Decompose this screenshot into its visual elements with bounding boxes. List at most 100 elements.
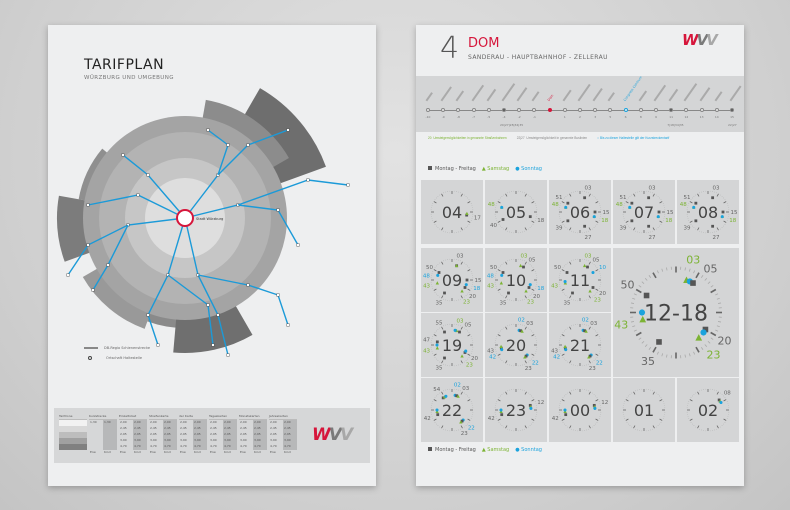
- stop[interactable]: [578, 108, 582, 112]
- departure-minute-label: 48: [487, 274, 494, 280]
- stop[interactable]: [623, 108, 628, 112]
- stop-marker[interactable]: [216, 313, 220, 317]
- current-stop[interactable]: [547, 108, 552, 112]
- dial-dot: [531, 395, 532, 397]
- stop-marker[interactable]: [276, 293, 280, 297]
- stop-marker[interactable]: [91, 288, 95, 292]
- stop-marker[interactable]: [136, 193, 140, 197]
- stop-marker[interactable]: [346, 183, 350, 187]
- stop[interactable]: [502, 108, 506, 112]
- stop[interactable]: [532, 108, 537, 112]
- dial-dot: [565, 360, 567, 361]
- dial-dot: [586, 231, 587, 233]
- dial-dot: [498, 422, 500, 423]
- stop-marker[interactable]: [246, 143, 250, 147]
- stop[interactable]: [608, 108, 613, 112]
- stop[interactable]: [486, 108, 491, 112]
- dial-dot: [443, 428, 444, 430]
- dial-dot: [562, 224, 564, 225]
- stop[interactable]: [684, 108, 689, 112]
- stop[interactable]: [562, 108, 567, 112]
- dial-dot: [520, 389, 521, 390]
- dial-dot: [536, 405, 537, 406]
- stop-marker[interactable]: [286, 128, 290, 132]
- dial-dot: [657, 227, 659, 228]
- stop-marker[interactable]: [146, 313, 150, 317]
- dial-dot: [447, 259, 448, 260]
- stop-marker[interactable]: [206, 128, 210, 132]
- transfer-lines: 22|27: [728, 123, 737, 127]
- dial-dot: [449, 430, 451, 432]
- dial-tick: [638, 337, 642, 340]
- dial-dot: [687, 205, 689, 206]
- dial-dot: [595, 330, 596, 332]
- dial-dot: [524, 390, 525, 392]
- dial-tick: [441, 261, 444, 265]
- dial-tick: [569, 261, 572, 265]
- dial-dot: [536, 281, 538, 283]
- stop[interactable]: [714, 108, 719, 112]
- stop-marker[interactable]: [226, 353, 230, 357]
- dial-dot: [600, 340, 601, 341]
- stop-marker[interactable]: [226, 143, 230, 147]
- dial-dot: [431, 218, 433, 219]
- dial-dot: [599, 416, 601, 417]
- dial-tick: [689, 418, 693, 421]
- dial-dot: [532, 422, 534, 423]
- stop-marker[interactable]: [211, 343, 215, 347]
- dial-dot: [559, 403, 561, 404]
- legend-stop: Ortschaft Haltestelle: [88, 356, 142, 360]
- stop[interactable]: [699, 108, 704, 112]
- dial-dot: [432, 353, 434, 354]
- dial-dot: [575, 365, 576, 366]
- dial-dot: [584, 232, 585, 233]
- stop-marker[interactable]: [296, 243, 300, 247]
- dial-dot: [465, 425, 467, 426]
- dial-dot: [635, 192, 636, 194]
- dial-tick: [467, 288, 471, 291]
- stop-number: -9: [441, 115, 445, 119]
- stop-marker[interactable]: [146, 173, 150, 177]
- dial-tick: [497, 418, 501, 421]
- stop[interactable]: [654, 108, 658, 112]
- stop[interactable]: [426, 108, 430, 112]
- stop[interactable]: [471, 108, 476, 112]
- dial-dot: [588, 363, 589, 365]
- stop-marker[interactable]: [86, 243, 90, 247]
- stop-marker[interactable]: [286, 323, 290, 327]
- stop-marker[interactable]: [106, 263, 110, 267]
- stop[interactable]: [517, 108, 522, 112]
- stop[interactable]: [638, 108, 643, 112]
- dial-dot: [460, 192, 461, 194]
- stop-marker[interactable]: [306, 178, 310, 182]
- stop-marker[interactable]: [121, 153, 125, 157]
- dial-dot: [598, 203, 600, 204]
- stop-marker[interactable]: [276, 208, 280, 212]
- dial-dot: [503, 296, 504, 298]
- dial-tick: [505, 360, 508, 364]
- dial-dot: [699, 192, 700, 194]
- stop[interactable]: [441, 108, 446, 112]
- stop[interactable]: [593, 108, 598, 112]
- stop-marker[interactable]: [246, 283, 250, 287]
- stop-marker[interactable]: [206, 303, 210, 307]
- stop-marker[interactable]: [86, 203, 90, 207]
- dial-tick: [460, 326, 463, 330]
- dial-dot: [588, 390, 589, 392]
- dial-dot: [728, 407, 730, 409]
- departure-minute-label: 27: [649, 235, 656, 241]
- stop[interactable]: [456, 108, 461, 112]
- dial-dot: [657, 196, 659, 197]
- fare-row: 3,90 3,90: [119, 438, 147, 444]
- stop-marker[interactable]: [156, 343, 160, 347]
- hour-clock-07: 07 03 51 48 15 18 39 27: [613, 180, 675, 244]
- dial-tick: [659, 220, 663, 223]
- stop[interactable]: [669, 108, 674, 112]
- dial-tick: [716, 227, 719, 231]
- center-station-marker[interactable]: [176, 209, 194, 227]
- fare-table: Tarifzone Kurzstrecke 1,30 1,30 Erw. Kind Einz…: [54, 408, 370, 463]
- dial-tick: [505, 193, 508, 197]
- departure-minute-label: 50: [490, 265, 497, 271]
- stop[interactable]: [730, 108, 734, 112]
- stop-marker[interactable]: [66, 273, 70, 277]
